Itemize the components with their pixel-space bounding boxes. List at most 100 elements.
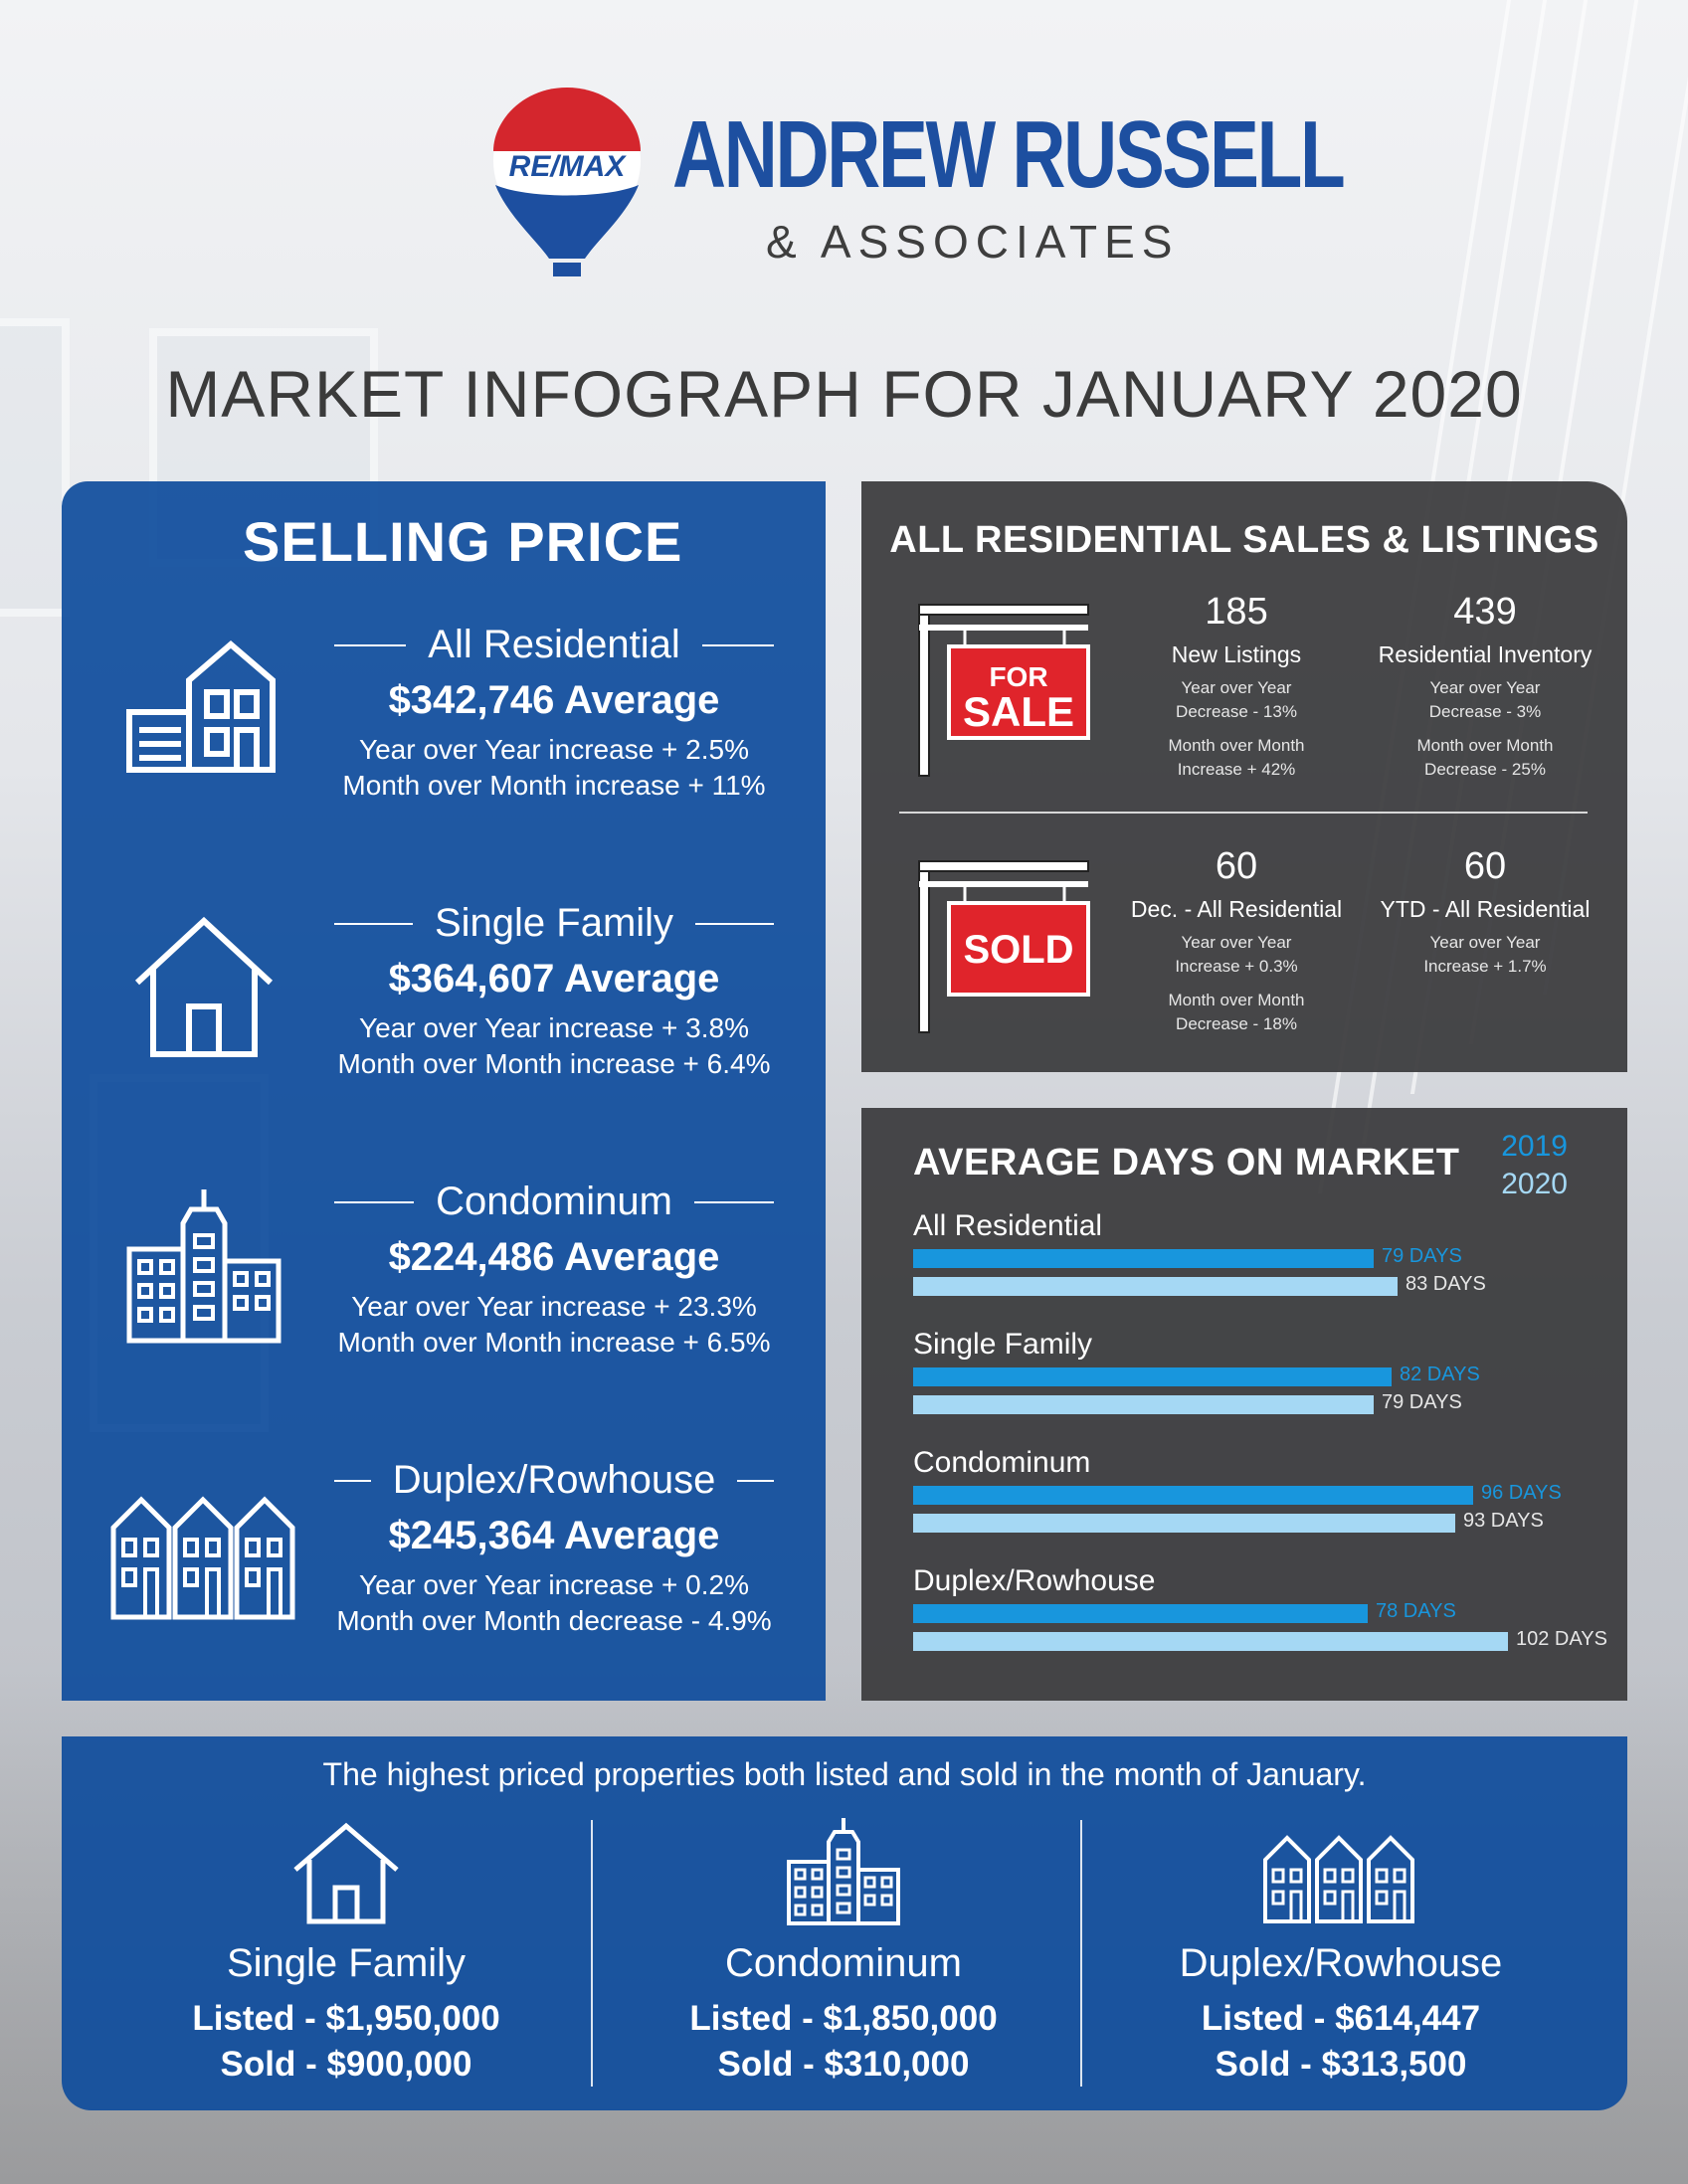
bar-label-2019-condominum: 96 DAYS (1481, 1482, 1562, 1504)
bar-label-2019-duplex-rowhouse: 78 DAYS (1376, 1600, 1456, 1622)
highest-item-name: Duplex/Rowhouse (1179, 1941, 1503, 1985)
page-title: MARKET INFOGRAPH FOR JANUARY 2020 (165, 357, 1523, 431)
svg-text:FOR: FOR (989, 661, 1047, 692)
selling-item-single-family: Single Family $364,607 Average Year over… (62, 901, 826, 1140)
stat-residential-inventory: 439 Residential Inventory Year over Year… (1361, 591, 1609, 782)
stat-detail: Year over Year (1181, 678, 1292, 697)
brand-subtitle: & ASSOCIATES (766, 216, 1180, 268)
svg-text:SALE: SALE (963, 688, 1074, 735)
stat-detail: Decrease - 13% (1176, 702, 1297, 721)
house-icon (134, 916, 274, 1057)
selling-item-duplex-rowhouse: Duplex/Rowhouse $245,364 Average Year ov… (62, 1458, 826, 1697)
stat-detail: Increase + 42% (1177, 760, 1296, 779)
bar-label-2020-all-residential: 83 DAYS (1406, 1273, 1486, 1295)
category-label-condominum: Condominum (913, 1446, 1091, 1479)
stat-detail: Increase + 1.7% (1423, 957, 1547, 976)
selling-item-all-residential: All Residential $342,746 Average Year ov… (62, 623, 826, 861)
column-divider (1080, 1820, 1082, 2087)
highest-item-sold: Sold - $900,000 (220, 2045, 472, 2084)
selling-item-average: $342,746 Average (388, 678, 720, 722)
selling-item-label: Single Family (434, 901, 674, 945)
highest-item-duplex-rowhouse: Duplex/Rowhouse Listed - $614,447 Sold -… (1096, 1818, 1586, 2091)
highest-item-name: Condominum (725, 1941, 962, 1985)
highest-item-single-family: Single Family Listed - $1,950,000 Sold -… (101, 1818, 591, 2091)
brand-name: ANDREW RUSSELL (672, 101, 1346, 208)
stat-ytd-all-residential: 60 YTD - All Residential Year over Year … (1361, 845, 1609, 979)
stat-detail: Increase + 0.3% (1175, 957, 1298, 976)
stat-detail: Decrease - 3% (1428, 702, 1542, 721)
chart-legend: 2019 2020 (1501, 1128, 1568, 1203)
stat-new-listings: 185 New Listings Year over Year Decrease… (1112, 591, 1361, 782)
bar-2019-single-family (913, 1367, 1392, 1386)
stat-detail: Month over Month (1168, 991, 1305, 1009)
selling-item-label: All Residential (428, 623, 680, 666)
rowhouse-icon (110, 1496, 295, 1620)
stat-number: 60 (1463, 845, 1507, 887)
selling-item-label: Condominum (436, 1180, 672, 1223)
days-on-market-panel: AVERAGE DAYS ON MARKET 2019 2020 All Res… (861, 1108, 1627, 1701)
highest-item-sold: Sold - $313,500 (1215, 2045, 1467, 2084)
selling-item-yoy: Year over Year increase + 2.5% (358, 734, 749, 765)
bar-2019-duplex-rowhouse (913, 1604, 1368, 1623)
bar-label-2020-single-family: 79 DAYS (1382, 1391, 1462, 1413)
selling-item-mom: Month over Month decrease - 4.9% (336, 1605, 772, 1636)
highest-item-name: Single Family (226, 1941, 467, 1985)
highest-priced-panel: The highest priced properties both liste… (62, 1736, 1627, 2110)
selling-item-yoy: Year over Year increase + 0.2% (358, 1569, 749, 1600)
legend-2019: 2019 (1501, 1130, 1568, 1163)
highest-item-condominum: Condominum Listed - $1,850,000 Sold - $3… (599, 1818, 1088, 2091)
selling-item-yoy: Year over Year increase + 23.3% (351, 1291, 757, 1322)
stat-number: 60 (1215, 845, 1258, 887)
legend-2020: 2020 (1501, 1168, 1568, 1200)
rowhouse-icon (1263, 1835, 1414, 1923)
selling-item-mom: Month over Month increase + 11% (342, 770, 766, 801)
highest-priced-title: The highest priced properties both liste… (322, 1756, 1367, 1792)
bar-2020-duplex-rowhouse (913, 1632, 1508, 1651)
stat-number: 185 (1205, 591, 1268, 633)
category-label-duplex-rowhouse: Duplex/Rowhouse (913, 1564, 1156, 1597)
selling-item-yoy: Year over Year increase + 3.8% (358, 1012, 749, 1043)
bar-2020-condominum (913, 1514, 1455, 1533)
category-label-single-family: Single Family (913, 1328, 1093, 1361)
sales-listings-title: ALL RESIDENTIAL SALES & LISTINGS (889, 519, 1599, 561)
stat-detail: Year over Year (1181, 933, 1292, 952)
condo-tower-icon (787, 1818, 900, 1925)
stat-detail: Month over Month (1168, 736, 1305, 755)
selling-item-label: Duplex/Rowhouse (392, 1458, 716, 1502)
bar-2020-single-family (913, 1395, 1374, 1414)
house-icon (293, 1822, 399, 1924)
sold-sign-icon: SOLD (918, 860, 1090, 1033)
sales-listings-panel: ALL RESIDENTIAL SALES & LISTINGS FOR SAL… (861, 481, 1627, 1072)
for-sale-sign-icon: FOR SALE (918, 604, 1090, 777)
stat-dec-all-residential: 60 Dec. - All Residential Year over Year… (1112, 845, 1361, 1036)
bar-label-2019-single-family: 82 DAYS (1400, 1364, 1480, 1385)
bar-label-2020-duplex-rowhouse: 102 DAYS (1516, 1628, 1607, 1650)
stat-label: New Listings (1171, 641, 1302, 667)
condo-tower-icon (126, 1189, 281, 1344)
highest-item-listed: Listed - $1,950,000 (192, 1999, 500, 2038)
column-divider (591, 1820, 593, 2087)
stat-detail: Decrease - 18% (1176, 1014, 1297, 1033)
highest-item-listed: Listed - $1,850,000 (689, 1999, 998, 2038)
category-label-all-residential: All Residential (913, 1209, 1103, 1242)
residential-building-icon (126, 640, 276, 773)
stat-number: 439 (1453, 591, 1517, 633)
bar-label-2020-condominum: 93 DAYS (1463, 1510, 1544, 1532)
stat-detail: Month over Month (1416, 736, 1554, 755)
selling-item-average: $364,607 Average (388, 957, 720, 1001)
selling-item-average: $224,486 Average (388, 1235, 720, 1279)
bar-label-2019-all-residential: 79 DAYS (1382, 1245, 1462, 1267)
chart-title: AVERAGE DAYS ON MARKET (913, 1142, 1460, 1183)
selling-item-average: $245,364 Average (388, 1514, 720, 1557)
selling-item-condominum: Condominum $224,486 Average Year over Ye… (62, 1180, 826, 1418)
stat-label: YTD - All Residential (1380, 896, 1591, 922)
highest-item-listed: Listed - $614,447 (1201, 1999, 1481, 2038)
selling-item-mom: Month over Month increase + 6.4% (337, 1048, 771, 1079)
divider (899, 812, 1588, 814)
selling-item-mom: Month over Month increase + 6.5% (337, 1327, 771, 1358)
svg-text:RE/MAX: RE/MAX (509, 150, 628, 183)
bar-2019-all-residential (913, 1249, 1374, 1268)
remax-balloon-logo: RE/MAX (493, 88, 641, 276)
bar-2020-all-residential (913, 1277, 1398, 1296)
svg-text:SOLD: SOLD (963, 928, 1073, 972)
